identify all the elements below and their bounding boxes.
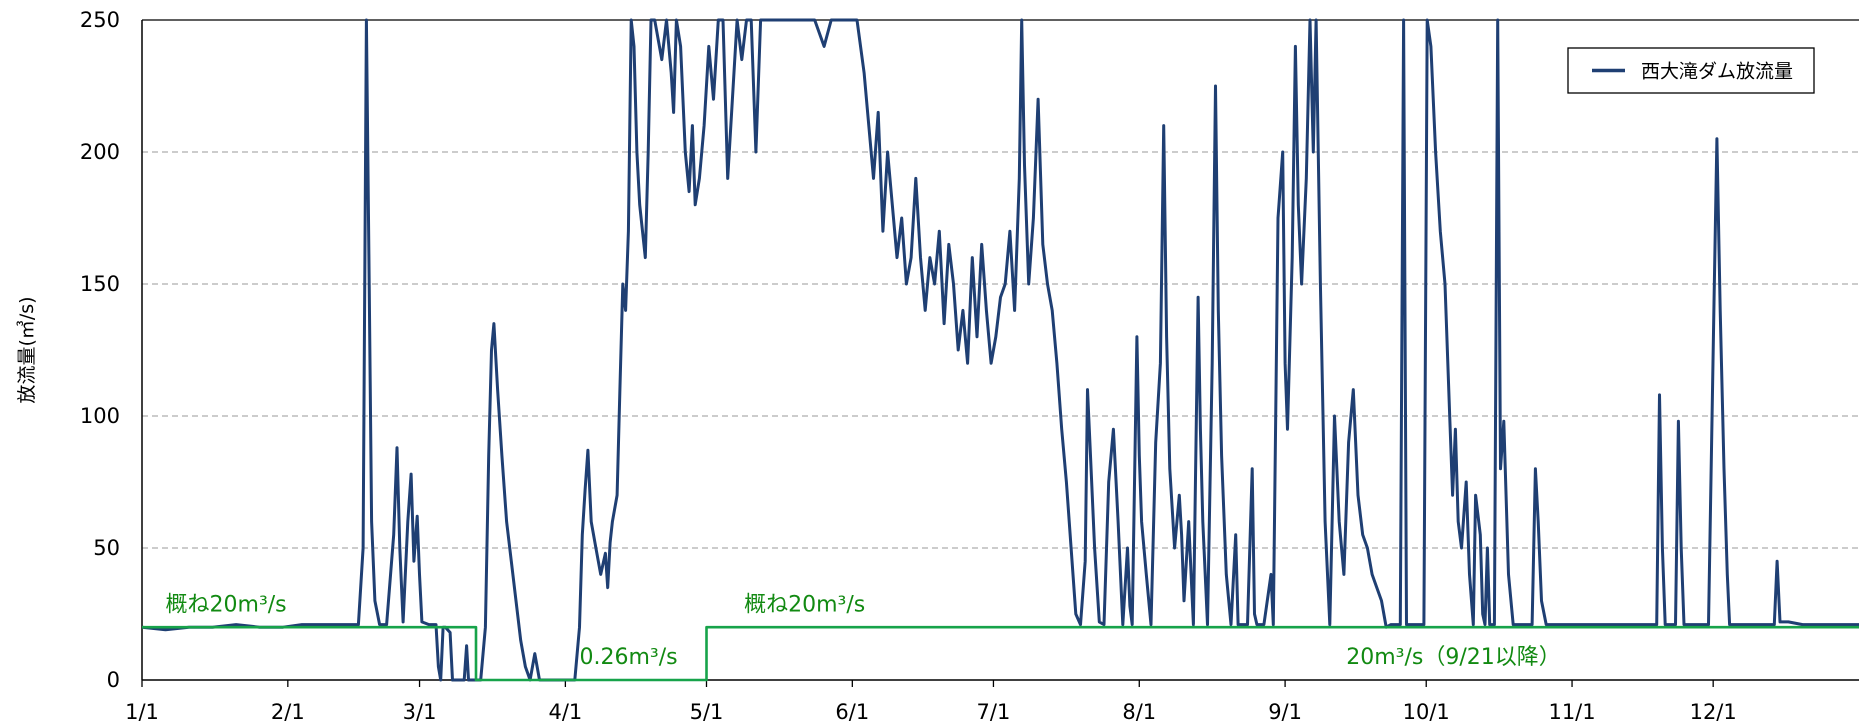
x-tick-label: 10/1 — [1403, 700, 1450, 724]
y-tick-label: 0 — [107, 668, 120, 692]
x-tick-label: 9/1 — [1268, 700, 1302, 724]
y-tick-label: 150 — [80, 272, 120, 296]
y-axis-label: 放流量(㎥/s) — [16, 296, 38, 403]
x-tick-label: 11/1 — [1548, 700, 1595, 724]
series-line-discharge — [142, 18, 1859, 682]
series-line-minimum-flow — [142, 625, 1859, 682]
y-tick-label: 100 — [80, 404, 120, 428]
x-tick-label: 8/1 — [1122, 700, 1156, 724]
y-tick-label: 200 — [80, 140, 120, 164]
legend: 西大滝ダム放流量 — [1567, 47, 1815, 94]
x-tick-label: 12/1 — [1690, 700, 1737, 724]
x-tick-label: 5/1 — [690, 700, 724, 724]
annotation-label: 20m³/s（9/21以降） — [1346, 645, 1561, 670]
legend-label: 西大滝ダム放流量 — [1641, 61, 1793, 83]
grid-lines — [142, 19, 1859, 549]
annotations: 概ね20m³/s 0.26m³/s 概ね20m³/s 20m³/s（9/21以降） — [166, 592, 1561, 670]
x-tick-label: 2/1 — [271, 700, 305, 724]
axes: 0 50 100 150 200 250 1/1 2/1 3/1 4/1 5/1 6/1 7/1 8/1 9… — [16, 8, 1859, 724]
x-tick-label: 4/1 — [548, 700, 582, 724]
x-tick-label: 3/1 — [403, 700, 437, 724]
x-tick-label: 7/1 — [977, 700, 1011, 724]
y-tick-label: 50 — [93, 536, 120, 560]
x-tick-label: 1/1 — [125, 700, 159, 724]
annotation-label: 0.26m³/s — [579, 645, 677, 670]
x-tick-label: 6/1 — [835, 700, 869, 724]
y-tick-label: 250 — [80, 8, 120, 32]
annotation-label: 概ね20m³/s — [744, 592, 865, 617]
series-lines — [142, 18, 1859, 682]
annotation-label: 概ね20m³/s — [166, 592, 287, 617]
